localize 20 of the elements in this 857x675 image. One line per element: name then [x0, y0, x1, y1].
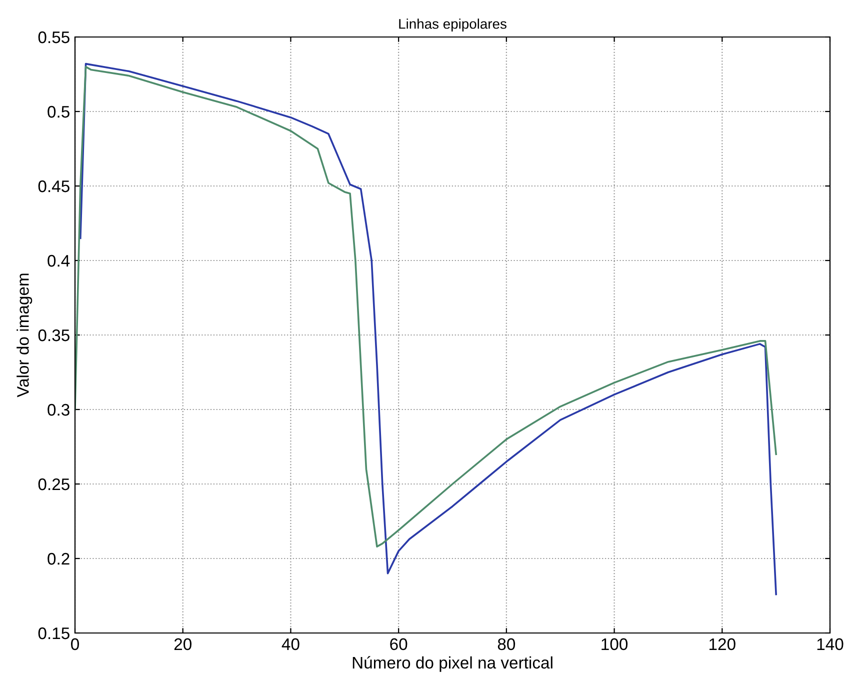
x-tick-label: 140 [817, 638, 844, 650]
x-tick-label: 20 [174, 638, 192, 650]
x-tick-label: 60 [390, 638, 408, 650]
y-tick-label: 0.55 [38, 31, 70, 44]
y-tick-label: 0.2 [48, 552, 70, 565]
y-tick-label: 0.4 [48, 254, 70, 267]
y-axis-title: Valor do imagem [16, 274, 32, 398]
y-tick-label: 0.45 [38, 180, 70, 192]
x-tick-label: 40 [282, 638, 300, 650]
y-tick-label: 0.3 [48, 404, 70, 416]
x-axis-title: Número do pixel na vertical [352, 656, 552, 672]
x-tick-label: 0 [71, 638, 79, 650]
x-tick-label: 120 [710, 638, 736, 650]
y-tick-label: 0.35 [38, 329, 70, 342]
y-tick-label: 0.15 [38, 627, 70, 640]
x-tick-label: 100 [602, 638, 628, 650]
chart-title: Linhas epipolares [399, 18, 506, 32]
x-tick-label: 80 [498, 638, 516, 650]
y-tick-label: 0.25 [38, 478, 70, 490]
y-tick-label: 0.5 [48, 106, 70, 118]
